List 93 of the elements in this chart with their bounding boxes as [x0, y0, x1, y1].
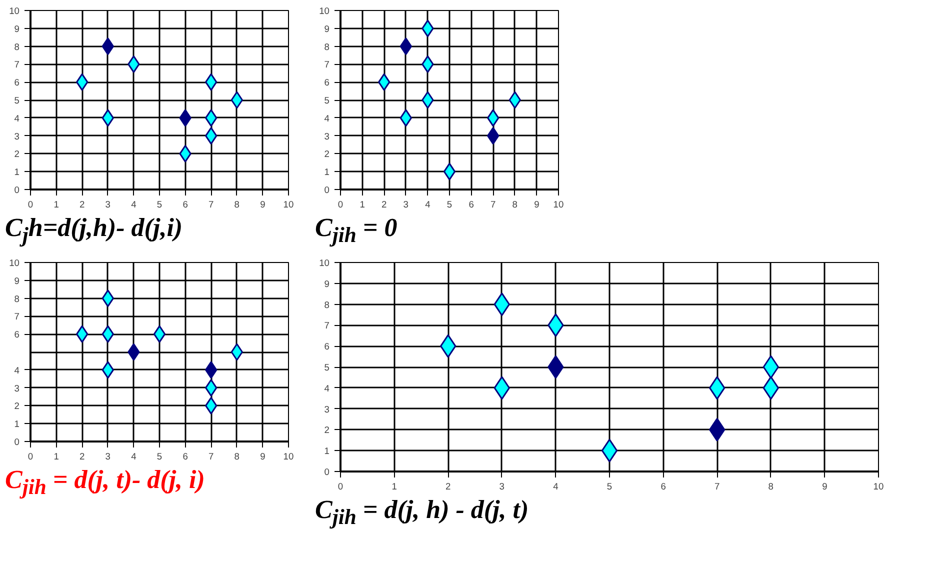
x-tick-label: 7 — [208, 200, 214, 210]
x-tick-label: 0 — [28, 200, 34, 210]
y-tick-label: 7 — [324, 320, 330, 331]
y-tick-label: 4 — [14, 113, 20, 124]
y-tick-label: 10 — [9, 258, 20, 268]
y-tick-label: 3 — [14, 383, 20, 394]
y-tick-label: 2 — [324, 425, 330, 436]
y-tick-label: 8 — [324, 42, 330, 52]
point — [153, 325, 166, 343]
x-tick-label: 3 — [403, 200, 409, 210]
y-tick-label: 6 — [324, 341, 330, 352]
x-tick-label: 6 — [182, 200, 188, 210]
x-tick-label: 0 — [338, 481, 344, 492]
point — [601, 438, 618, 462]
y-tick-label: 6 — [324, 78, 330, 88]
y-tick-label: 4 — [14, 365, 20, 376]
x-tick-label: 4 — [425, 200, 430, 210]
text: C$_{j}$h=d(j,h)- d(j,i) — [5, 213, 183, 248]
text: C$_{jih}$ = d(j, t)- d(j, i) — [5, 464, 205, 500]
y-tick-label: 1 — [324, 167, 330, 178]
y-tick-label: 9 — [14, 24, 20, 34]
y-tick-label: 9 — [14, 276, 20, 286]
x-tick-label: 2 — [382, 200, 387, 210]
x-tick-label: 5 — [606, 481, 612, 492]
y-tick-label: 4 — [324, 383, 330, 394]
y-tick-label: 10 — [319, 258, 330, 268]
x-tick-label: 9 — [534, 200, 540, 210]
x-tick-label: 8 — [512, 200, 518, 210]
y-tick-label: 1 — [14, 418, 20, 429]
x-tick-label: 9 — [260, 200, 266, 210]
x-tick-label: 5 — [156, 451, 162, 462]
point — [443, 162, 456, 180]
y-tick-label: 3 — [14, 131, 20, 142]
x-tick-label: 8 — [768, 481, 774, 492]
x-tick-label: 3 — [105, 451, 111, 462]
y-tick-label: 4 — [324, 113, 330, 124]
y-tick-label: 6 — [14, 329, 20, 340]
y-tick-label: 7 — [324, 60, 330, 70]
x-tick-label: 10 — [873, 481, 884, 492]
x-tick-label: 9 — [260, 451, 266, 462]
x-tick-label: 6 — [182, 451, 188, 462]
y-tick-label: 10 — [319, 6, 330, 16]
x-tick-label: 8 — [234, 451, 240, 462]
x-tick-label: 1 — [54, 200, 59, 210]
x-tick-label: 1 — [360, 200, 365, 210]
x-tick-label: 9 — [822, 481, 828, 492]
x-tick-label: 7 — [208, 451, 214, 462]
x-tick-label: 2 — [80, 451, 85, 462]
x-tick-label: 0 — [338, 200, 344, 210]
x-tick-label: 10 — [283, 200, 294, 210]
y-tick-label: 1 — [14, 167, 20, 178]
y-tick-label: 3 — [324, 131, 330, 142]
x-tick-label: 0 — [28, 451, 34, 462]
x-tick-label: 1 — [54, 451, 59, 462]
y-tick-label: 2 — [14, 149, 20, 160]
y-tick-label: 5 — [324, 96, 330, 106]
x-tick-label: 6 — [468, 200, 474, 210]
x-tick-label: 4 — [131, 200, 136, 210]
y-tick-label: 9 — [324, 278, 330, 289]
y-tick-label: 0 — [14, 436, 20, 447]
x-tick-label: 7 — [490, 200, 496, 210]
x-tick-label: 8 — [234, 200, 240, 210]
y-tick-label: 0 — [324, 185, 330, 195]
y-tick-label: 3 — [324, 404, 330, 414]
y-tick-label: 0 — [324, 466, 330, 477]
x-tick-label: 4 — [553, 481, 558, 492]
y-tick-label: 5 — [14, 96, 20, 106]
y-tick-label: 0 — [14, 185, 20, 195]
text: C$_{jih}$ = d(j, h) - d(j, t) — [315, 494, 529, 530]
y-tick-label: 5 — [324, 362, 330, 372]
y-tick-label: 7 — [14, 312, 20, 322]
x-tick-label: 7 — [714, 481, 720, 492]
y-tick-label: 10 — [9, 6, 20, 16]
text: C$_{jih}$ = 0 — [315, 213, 398, 248]
y-tick-label: 2 — [14, 401, 20, 412]
y-tick-label: 7 — [14, 60, 20, 70]
y-tick-label: 8 — [14, 294, 20, 304]
x-tick-label: 2 — [80, 200, 85, 210]
x-tick-label: 3 — [105, 200, 111, 210]
x-tick-label: 10 — [553, 200, 564, 210]
x-tick-label: 3 — [499, 481, 505, 492]
y-tick-label: 8 — [324, 300, 330, 310]
x-tick-label: 4 — [131, 451, 136, 462]
x-tick-label: 2 — [446, 481, 451, 492]
x-tick-label: 1 — [392, 481, 397, 492]
y-tick-label: 6 — [14, 78, 20, 88]
y-tick-label: 8 — [14, 42, 20, 52]
x-tick-label: 10 — [283, 451, 294, 462]
x-tick-label: 6 — [660, 481, 666, 492]
y-tick-label: 2 — [324, 149, 330, 160]
y-tick-label: 9 — [324, 24, 330, 34]
x-tick-label: 5 — [156, 200, 162, 210]
x-tick-label: 5 — [446, 200, 452, 210]
